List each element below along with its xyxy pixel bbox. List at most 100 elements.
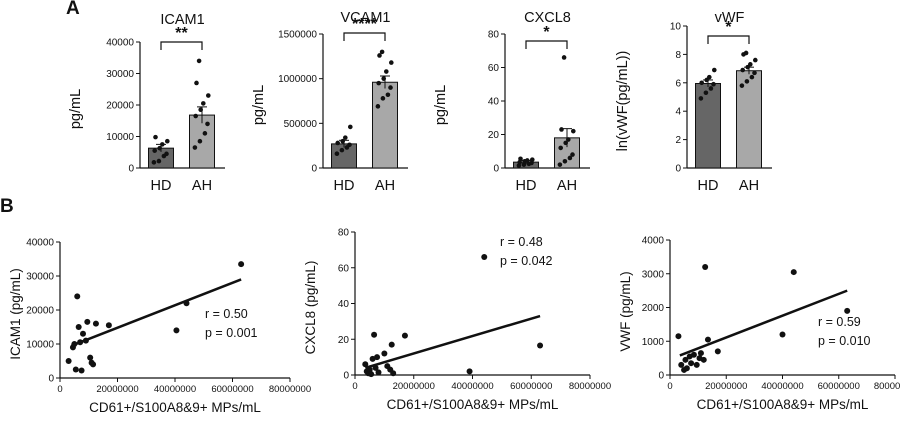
x-tick-label: 60000000: [818, 381, 860, 392]
data-point: [567, 155, 573, 161]
data-point: [844, 307, 851, 314]
data-point: [78, 367, 85, 374]
data-point: [335, 140, 341, 146]
data-point: [563, 140, 568, 146]
bar-ah: [372, 81, 398, 169]
data-point: [368, 371, 375, 378]
x-tick-label: 20000000: [96, 384, 138, 395]
y-tick-label: 0: [48, 374, 54, 385]
data-point: [688, 360, 695, 367]
bar-hd: [331, 143, 357, 169]
chart-1: VCAM1 pg/mL 0 500000 1000000 1500000 HD AH ****: [251, 10, 408, 194]
regression-line: [71, 278, 242, 347]
data-point: [700, 356, 707, 363]
y-tick-label: 2000: [642, 303, 665, 314]
data-point: [790, 269, 797, 276]
y-tick-label: 1500000: [278, 30, 317, 41]
x-tick-label: 20000000: [393, 381, 435, 392]
significance-label: ****: [352, 16, 378, 33]
data-point: [238, 261, 245, 268]
data-point: [75, 324, 82, 330]
y-tick-label: 20: [338, 335, 350, 346]
stat-annotation: p = 0.001: [205, 326, 258, 340]
data-point: [752, 70, 757, 76]
data-point: [377, 53, 382, 58]
data-point: [683, 365, 690, 372]
data-point: [381, 350, 388, 357]
y-tick-label: 20000: [106, 101, 134, 112]
data-point: [205, 121, 210, 127]
y-tick-label: 1000: [642, 337, 665, 348]
data-point: [708, 86, 714, 91]
data-point: [152, 148, 157, 153]
data-point: [558, 145, 563, 151]
data-point: [739, 83, 745, 88]
y-tick-label: 2: [675, 135, 681, 146]
data-point: [198, 107, 203, 113]
y-tick-label: 4: [675, 107, 681, 118]
y-tick-label: 3000: [642, 269, 665, 280]
data-point: [192, 145, 198, 150]
data-point: [340, 138, 346, 144]
data-point: [74, 293, 81, 300]
data-point: [379, 49, 385, 55]
y-tick-label: 0: [493, 164, 499, 175]
data-point: [173, 327, 180, 334]
data-point: [557, 162, 563, 167]
x-tick-label-ah: AH: [557, 178, 577, 194]
data-point: [740, 67, 745, 73]
data-point: [202, 131, 208, 136]
significance-label: *: [725, 19, 732, 36]
y-tick-label: 10000: [26, 340, 54, 351]
data-point: [156, 158, 162, 164]
data-point: [697, 350, 704, 357]
y-tick-label: 80: [338, 228, 350, 239]
y-tick-label: 20000: [26, 306, 54, 317]
data-point: [570, 152, 575, 157]
x-tick-label: 80000000: [874, 381, 900, 392]
data-point: [561, 55, 567, 60]
data-point: [385, 92, 391, 98]
chart-title: ICAM1: [160, 12, 204, 28]
chart-4: 0 10000 20000 30000 40000 0 20000000 40000000 60…: [8, 238, 311, 416]
x-tick-label-ah: AH: [739, 178, 759, 194]
y-tick-label: 0: [675, 164, 681, 175]
chart-title: CXCL8: [524, 10, 571, 26]
y-tick-label: 30000: [106, 69, 134, 80]
data-point: [157, 145, 162, 151]
chart-3: vWF ln(vWF(pg/mL)) 0 2 4 6 8 10 HD AH *: [615, 10, 772, 194]
x-tick-label-hd: HD: [334, 178, 355, 194]
chart-5: 0 20 40 60 80 0 20000000 40000000 60000000 800000…: [303, 228, 611, 413]
stat-annotation: r = 0.59: [818, 315, 861, 329]
data-point: [347, 142, 352, 148]
data-point: [84, 318, 91, 325]
stat-annotation: r = 0.48: [500, 235, 543, 249]
y-tick-label: 6: [675, 78, 681, 89]
stat-annotation: p = 0.010: [818, 334, 871, 348]
y-tick-label: 4000: [642, 236, 665, 247]
x-tick-label-hd: HD: [151, 178, 172, 194]
data-point: [376, 80, 382, 86]
y-tick-label: 40: [338, 299, 350, 310]
y-tick-label: 60: [488, 63, 500, 74]
data-point: [194, 80, 199, 86]
data-point: [678, 361, 685, 368]
data-point: [566, 137, 571, 142]
x-axis-label: CD61+/S100A8&9+ MPs/mL: [697, 397, 869, 412]
data-point: [711, 81, 716, 87]
y-axis-label: pg/mL: [433, 85, 449, 125]
y-tick-label: 10000: [106, 132, 134, 143]
significance-bracket: [343, 32, 386, 41]
data-point: [80, 330, 86, 337]
data-point: [401, 332, 408, 339]
x-tick-label: 40000000: [154, 384, 196, 395]
chart-title: vWF: [715, 10, 745, 26]
data-point: [92, 320, 99, 327]
data-point: [530, 157, 535, 162]
x-tick-label: 60000000: [510, 381, 552, 392]
data-point: [151, 160, 157, 165]
y-tick-label: 0: [128, 164, 134, 175]
data-point: [481, 254, 488, 261]
data-point: [703, 90, 709, 96]
x-axis-label: CD61+/S100A8&9+ MPs/mL: [387, 397, 559, 412]
